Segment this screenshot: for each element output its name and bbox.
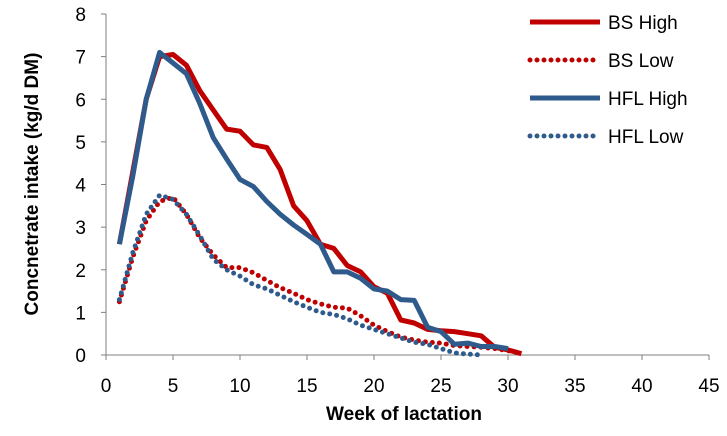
y-tick-label: 7 <box>75 48 86 69</box>
x-tick-label: 30 <box>497 376 518 397</box>
x-tick-label: 20 <box>363 376 384 397</box>
legend-label-hfl-high: HFL High <box>608 89 688 110</box>
legend: BS High BS Low HFL High HFL Low <box>527 13 688 148</box>
y-tick-label: 6 <box>75 90 86 111</box>
y-tick-label: 5 <box>75 133 86 154</box>
plot-area <box>116 49 524 358</box>
legend-label-bs-low: BS Low <box>608 51 674 72</box>
y-tick-label: 8 <box>75 5 86 26</box>
x-tick-label: 35 <box>564 376 585 397</box>
y-axis-title: Concnetrate intake (kg/d DM) <box>22 53 43 316</box>
x-axis-title: Week of lactation <box>326 404 482 425</box>
x-tick-label: 45 <box>698 376 719 397</box>
x-tick-label: 40 <box>631 376 652 397</box>
series-line-hfl-low <box>116 192 484 358</box>
series-line-hfl-high <box>116 49 509 352</box>
y-tick-label: 1 <box>75 303 86 324</box>
legend-label-hfl-low: HFL Low <box>608 127 684 148</box>
legend-label-bs-high: BS High <box>608 13 678 34</box>
y-tick-label: 4 <box>75 176 86 197</box>
y-tick-label: 2 <box>75 261 86 282</box>
x-tick-label: 15 <box>296 376 317 397</box>
x-tick-label: 5 <box>168 376 179 397</box>
y-tick-label: 3 <box>75 218 86 239</box>
x-tick-label: 0 <box>101 376 112 397</box>
x-tick-label: 10 <box>229 376 250 397</box>
x-tick-label: 25 <box>430 376 451 397</box>
y-tick-label: 0 <box>75 346 86 367</box>
series-line-bs-low <box>116 194 524 356</box>
